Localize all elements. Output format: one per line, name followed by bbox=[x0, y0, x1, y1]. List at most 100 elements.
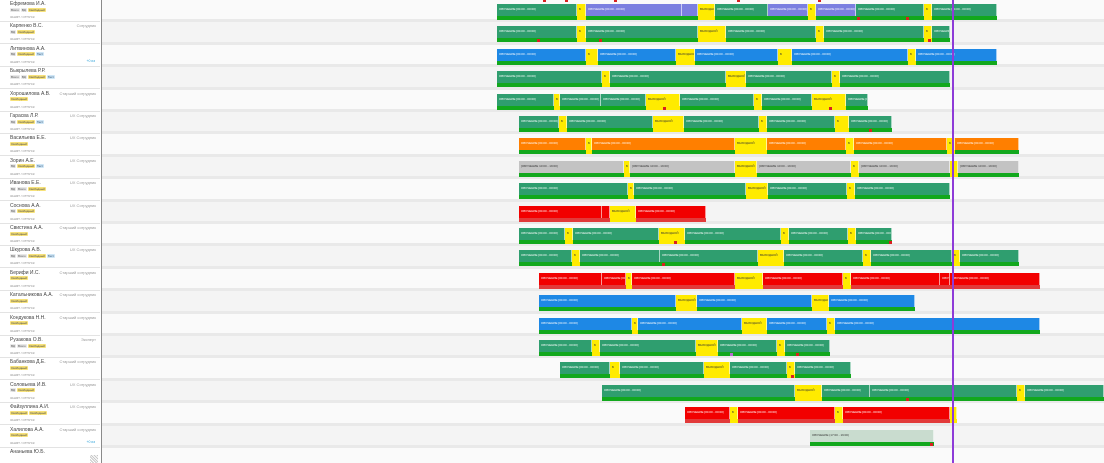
shift-bar[interactable]: Б bbox=[554, 93, 560, 106]
shift-bar[interactable]: ОБУЧЕНИЕ [00.00 - 00:00] bbox=[840, 71, 950, 84]
shift-bar[interactable]: ОБУЧЕНИЕ [00.00 - 00:00] bbox=[497, 71, 602, 84]
shift-bar[interactable]: ВЫХОДНОЙ bbox=[698, 4, 715, 16]
employee-name[interactable]: Свистина А.А. bbox=[10, 225, 44, 231]
shift-bar[interactable]: Б bbox=[952, 250, 960, 263]
shift-bar[interactable]: ОБУЧЕНИЕ [00.00 - 00:00] bbox=[767, 317, 827, 330]
employee-row[interactable]: Файзуллина А.И. UX Сотрудник Свободный Своб… bbox=[0, 403, 100, 426]
shift-bar[interactable]: ОБУЧЕНИЕ [00.00 - 00:00] bbox=[602, 384, 795, 397]
shift-bar[interactable]: ОБУЧЕНИЕ [00.00 - 00:00] bbox=[685, 228, 781, 240]
shift-bar[interactable]: [ОБУЧЕНИЕ 10:00 - 19:00] bbox=[519, 160, 624, 173]
employee-row[interactable]: Литвинова А.А. ВД Свободный Тест ЗАНЯТ / ОТП… bbox=[0, 45, 100, 67]
shift-bar[interactable]: ОБУЧЕНИЕ [00.00 - 00:00] bbox=[849, 116, 892, 128]
shift-bar[interactable]: ОБУЧЕНИЕ [00.00 - 00:00] bbox=[539, 272, 602, 285]
employee-row[interactable]: Шкурова А.В. UX Сотрудник ВД Всего Свободный… bbox=[0, 246, 100, 269]
shift-bar[interactable]: ОБУЧЕНИЕ [00.00 - 00:00] bbox=[602, 272, 626, 285]
shift-bar[interactable]: Б bbox=[816, 26, 824, 39]
shift-bar[interactable]: ОБУЧЕНИЕ [00.00 - 00:00] bbox=[843, 407, 950, 420]
shift-bar[interactable]: ОБУЧЕНИЕ [00.00 - 00:00] bbox=[822, 384, 870, 397]
shift-bar[interactable]: ОБУЧЕНИЕ [00.00 - 00:00] bbox=[871, 250, 952, 263]
shift-bar[interactable]: ОБУЧЕНИЕ [00.00 - 00:00] bbox=[835, 317, 1040, 330]
shift-bar[interactable]: Б bbox=[572, 250, 580, 263]
shift-bar[interactable]: Б bbox=[559, 116, 567, 128]
employee-name[interactable]: Халилова А.А. bbox=[10, 426, 44, 433]
shift-bar[interactable]: ОБУЧЕНИЕ [00.00 - 00:00] bbox=[795, 362, 851, 375]
shift-bar[interactable]: Б bbox=[924, 4, 932, 16]
shift-bar[interactable]: ОБУЧЕНИЕ [00.00 - 00:00] bbox=[856, 228, 892, 240]
shift-bar[interactable]: ОБУЧЕНИЕ [00.00 - 00:00] bbox=[1025, 384, 1104, 397]
shift-bar[interactable]: ОБУЧЕНИЕ [00.00 - 00:00] bbox=[950, 272, 1040, 285]
shift-bar[interactable]: ОБУЧЕНИЕ [00.00 - 00:00] bbox=[762, 93, 812, 106]
shift-bar[interactable]: Б bbox=[628, 183, 634, 196]
shift-bar[interactable]: ОБУЧЕНИЕ [00.00 - 00:00] bbox=[580, 250, 660, 263]
employee-row[interactable]: Иванова Е.Е. UX Сотрудник ВД Всего Свободный… bbox=[0, 179, 100, 202]
shift-bar[interactable]: Б bbox=[778, 48, 792, 61]
shift-bar[interactable]: ОБУЧЕНИЕ [00.00 - 00:00] bbox=[746, 71, 832, 84]
shift-bar[interactable]: ОБУЧЕНИЕ [00.00 - 00:00] bbox=[851, 272, 940, 285]
employee-row[interactable]: Соловьева И.В. UX Сотрудник ВД Свободный ЗАН… bbox=[0, 381, 100, 403]
shift-bar[interactable]: [ОБУЧЕНИЕ 10:00 - 19:00] bbox=[958, 160, 1019, 173]
employee-name[interactable]: Соловьева И.В. bbox=[10, 381, 47, 388]
employee-name[interactable]: Соснова А.А. bbox=[10, 202, 41, 209]
shift-bar[interactable]: [ОБУЧЕНИЕ 10:00 - 19:00] bbox=[630, 160, 735, 173]
shift-bar[interactable]: Б bbox=[835, 116, 849, 128]
shift-bar[interactable]: Б bbox=[626, 272, 632, 285]
shift-bar[interactable]: ОБУЧЕНИЕ [00.00 - 00:00] bbox=[560, 362, 610, 375]
shift-bar[interactable]: ОБУЧЕНИЕ [00.00 - 00:00] bbox=[768, 183, 847, 196]
shift-bar[interactable]: ОБУЧЕНИЕ [00.00 - 00:00] bbox=[932, 4, 997, 16]
shift-bar[interactable]: ОБУЧЕНИЕ [00.00 - 00:00] bbox=[598, 48, 676, 61]
shift-bar[interactable]: Б bbox=[947, 138, 955, 151]
shift-bar[interactable]: ОБУЧЕНИЕ [00.00 - 00:00] bbox=[695, 48, 778, 61]
shift-bar[interactable]: ОБУЧЕНИЕ [00.00 - 00:00] bbox=[539, 340, 592, 352]
employee-name[interactable]: Ефремова И.А. bbox=[10, 1, 46, 7]
shift-bar[interactable]: Б bbox=[759, 116, 767, 128]
shift-bar[interactable]: ОБУЧЕНИЕ [00.00 - 00:00] bbox=[497, 48, 586, 61]
shift-bar[interactable]: ОБУЧЕНИЕ [00.00 - 00:00] bbox=[539, 317, 632, 330]
shift-bar[interactable]: ОБУЧЕНИЕ [00.00 - 00:00] bbox=[767, 116, 835, 128]
shift-bar[interactable]: ОБУЧЕНИЕ [00.00 - 00:00] bbox=[586, 4, 682, 16]
shift-bar[interactable]: ОБУЧЕНИЕ [00.00 - 00:00] bbox=[854, 138, 947, 151]
shift-bar[interactable]: Б bbox=[835, 407, 843, 420]
shift-bar[interactable]: ОБУЧЕНИЕ [00.00 - 00:00] bbox=[684, 116, 759, 128]
shift-bar[interactable]: Б bbox=[832, 71, 840, 84]
employee-row[interactable]: Ефремова И.А. Всего ВД Свободный ЗАНЯТ / ОТП… bbox=[0, 0, 100, 22]
shift-bar[interactable]: Б bbox=[632, 317, 638, 330]
shift-bar[interactable]: ВЫХОДНОЙ bbox=[610, 205, 636, 218]
shift-bar[interactable]: ВЫХОДНОЙ bbox=[812, 295, 829, 308]
employee-row[interactable]: Зорин А.Е. UX Сотрудник ВД Свободный Тест ЗАН… bbox=[0, 157, 100, 179]
shift-bar[interactable]: ОБУЧЕНИЕ [00.00 - 00:00] bbox=[870, 384, 1017, 397]
shift-bar[interactable] bbox=[602, 205, 610, 218]
shift-bar[interactable]: ОБУЧЕНИЕ [00.00 - 00:00] bbox=[519, 138, 586, 151]
shift-bar[interactable]: ОБУЧЕНИЕ [00.00 - 00:00] bbox=[916, 48, 997, 61]
shift-bar[interactable]: ВЫХОДНОЙ bbox=[659, 228, 685, 240]
shift-bar[interactable]: ВЫХОДНОЙ bbox=[795, 384, 822, 397]
shift-bar[interactable]: ОБУЧЕНИЕ [00.00 - 00:00] bbox=[586, 26, 698, 39]
shift-bar[interactable]: ОБУЧЕНИЕ [00.00 - 00:00] bbox=[519, 228, 565, 240]
shift-bar[interactable]: ВЫХОДНОЙ bbox=[698, 26, 726, 39]
shift-bar[interactable]: ОБУЧЕНИЕ [00.00 - 00:00] bbox=[519, 205, 602, 218]
shift-bar[interactable]: ОБУЧЕНИЕ [00.00 - 00:00] bbox=[632, 272, 735, 285]
shift-bar[interactable]: ВЫХОДНОЙ bbox=[704, 362, 730, 375]
shift-bar[interactable]: Б bbox=[848, 228, 856, 240]
shift-bar[interactable]: ВЫХОДНОЙ bbox=[735, 160, 757, 173]
shift-bar[interactable]: ОБУЧЕНИЕ [00.00 - 00:00] bbox=[519, 250, 572, 263]
employee-name[interactable]: Васильева Е.Е. bbox=[10, 135, 46, 142]
employee-name[interactable]: Хорошилова А.В. bbox=[10, 90, 51, 97]
employee-name[interactable]: Катальникова А.А. bbox=[10, 292, 53, 299]
employee-row[interactable]: Свистина А.А. Старший сотрудник Свободный З… bbox=[0, 224, 100, 246]
shift-bar[interactable]: ОБУЧЕНИЕ [00.00 - 00:00] bbox=[763, 272, 843, 285]
shift-bar[interactable]: Б bbox=[847, 183, 855, 196]
shift-bar[interactable]: ВЫХОДНОЙ bbox=[746, 183, 768, 196]
shift-bar[interactable]: ОБУЧЕНИЕ [00.00 - 00:00] bbox=[816, 4, 856, 16]
shift-bar[interactable]: ОБУЧЕНИЕ [00.00 - 00:00] bbox=[634, 183, 746, 196]
shift-bar[interactable]: Б bbox=[846, 138, 854, 151]
shift-bar[interactable]: ВЫХОДНОЙ bbox=[812, 93, 846, 106]
shift-bar[interactable]: ОБУЧЕНИЕ [00.00 - 00:00] bbox=[497, 26, 577, 39]
shift-bar[interactable]: Б bbox=[777, 340, 785, 352]
employee-row[interactable]: Бабанкова Д.Е. Старший сотрудник Свободный… bbox=[0, 358, 100, 381]
shift-bar[interactable]: ОБУЧЕНИЕ [00.00 - 00:00] bbox=[726, 26, 816, 39]
employee-name[interactable]: Берифи И.С. bbox=[10, 269, 40, 276]
employee-row[interactable]: Карпенко В.С. Сотрудник ВД Свободный ЗАНЯТ /… bbox=[0, 22, 100, 45]
employee-name[interactable]: Литвинова А.А. bbox=[10, 45, 46, 52]
shift-bar[interactable]: ОБУЧЕНИЕ [00.00 - 00:00] bbox=[497, 4, 577, 16]
employee-row[interactable]: Васильева Е.Е. UX Сотрудник Свободный ЗАНЯТ… bbox=[0, 134, 100, 157]
